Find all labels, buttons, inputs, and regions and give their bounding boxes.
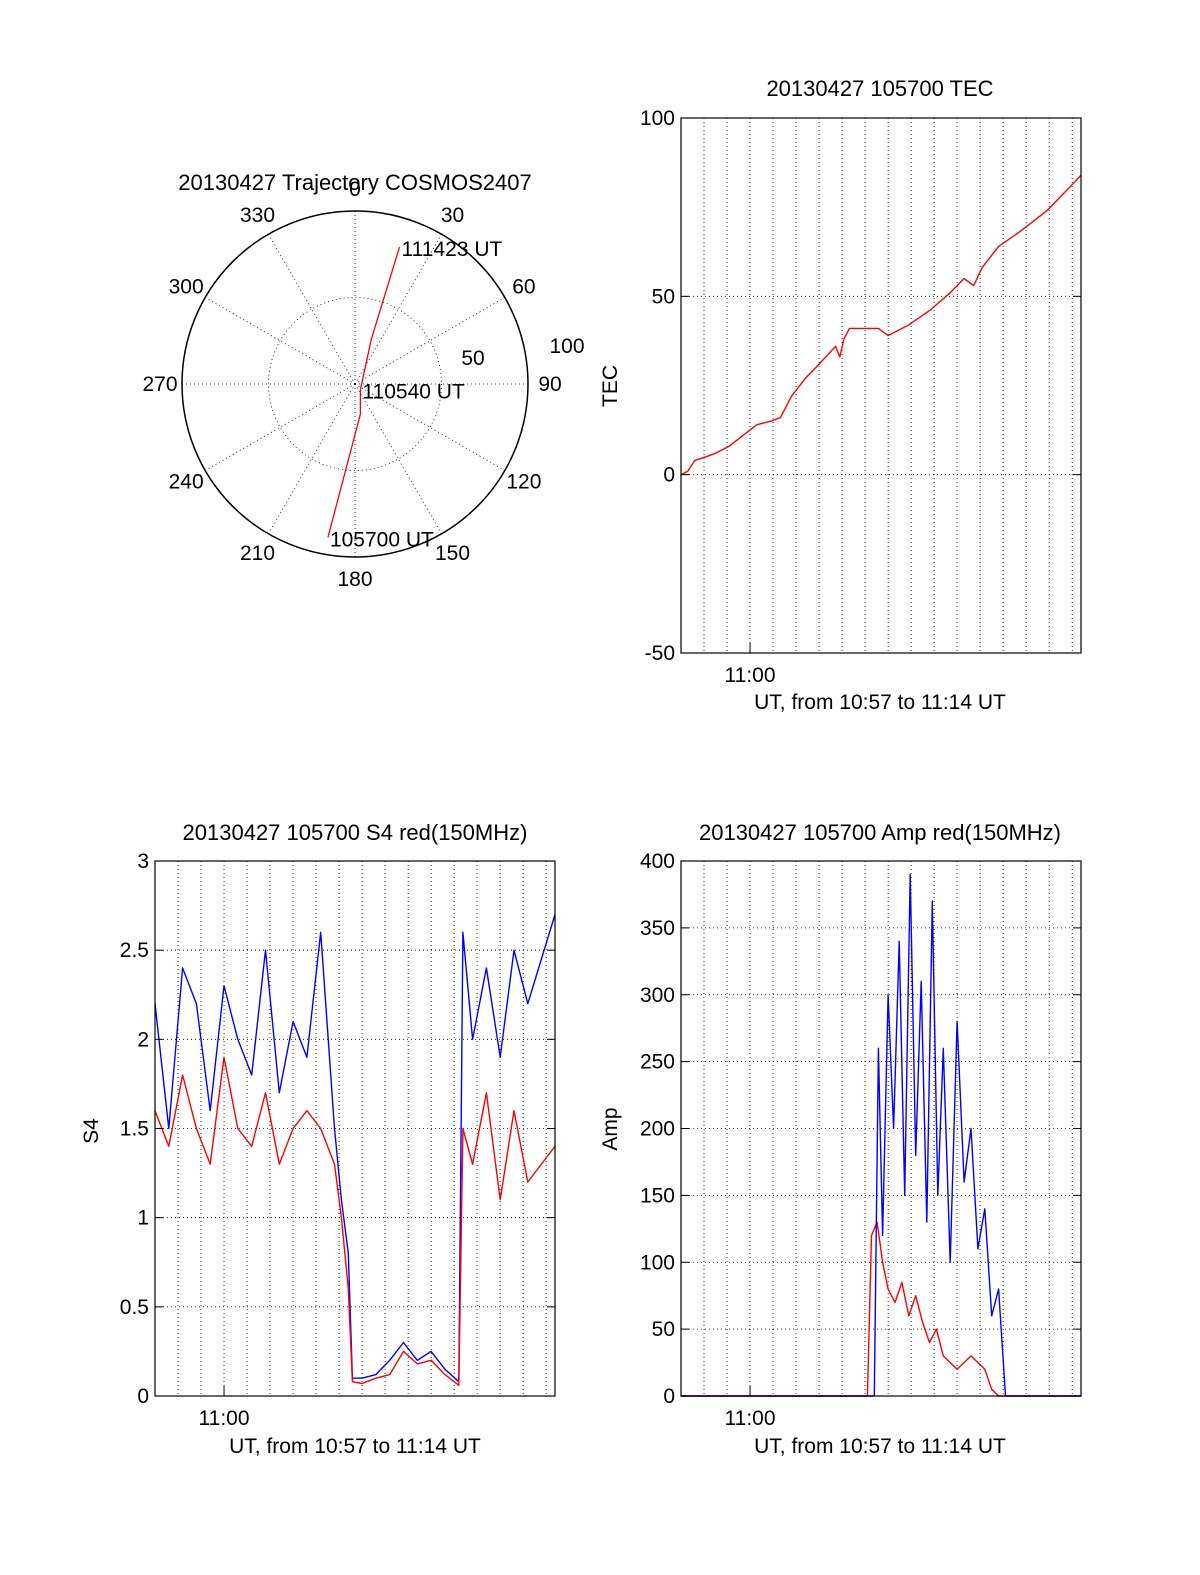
trajectory-point-labels: 105700 UT 110540 UT 111423 UT xyxy=(330,238,503,551)
x-tick-label: 11:00 xyxy=(725,664,776,687)
y-tick-label: 350 xyxy=(640,917,675,940)
polar-spoke xyxy=(354,383,506,471)
tec-plot-frame xyxy=(680,117,1082,654)
s4-grid xyxy=(155,861,555,1396)
trajectory-time-label: 110540 UT xyxy=(362,380,465,403)
y-tick-label: 300 xyxy=(640,984,675,1007)
polar-angle-tick: 180 xyxy=(337,568,372,591)
red-series-line xyxy=(154,1056,556,1387)
polar-radius-label-100: 100 xyxy=(549,335,584,358)
tec-y-axis-label: TEC xyxy=(599,365,622,407)
tec-title: 20130427 105700 TEC xyxy=(766,76,993,101)
polar-spoke xyxy=(204,297,356,385)
s4-title: 20130427 105700 S4 red(150MHz) xyxy=(183,820,528,845)
polar-radius-label-50: 50 xyxy=(461,347,484,370)
polar-spoke xyxy=(354,383,442,535)
polar-grid xyxy=(181,210,529,558)
amp-y-ticks: 400 350 300 250 200 150 100 50 0 xyxy=(640,850,1081,1408)
y-tick-label: 200 xyxy=(640,1118,675,1141)
y-tick-label: 50 xyxy=(652,285,675,308)
trajectory-title: 20130427 Trajectory COSMOS2407 xyxy=(178,170,531,195)
blue-series-line xyxy=(681,873,1081,1397)
x-tick-label: 11:00 xyxy=(199,1407,250,1430)
polar-angle-tick: 330 xyxy=(240,204,275,227)
y-tick-label: -50 xyxy=(645,642,675,665)
y-tick-label: 0 xyxy=(137,1385,149,1408)
x-tick-label: 11:00 xyxy=(725,1407,776,1430)
y-tick-label: 0 xyxy=(663,1385,675,1408)
trajectory-series xyxy=(327,246,401,538)
tec-series xyxy=(680,174,1082,476)
red-series-line xyxy=(680,174,1082,476)
y-tick-label: 100 xyxy=(640,1251,675,1274)
y-tick-label: 250 xyxy=(640,1051,675,1074)
polar-spoke xyxy=(268,383,356,535)
polar-angle-tick: 300 xyxy=(169,276,204,299)
amp-y-axis-label: Amp xyxy=(599,1107,622,1150)
tec-grid xyxy=(681,118,1081,653)
tec-x-axis-label: UT, from 10:57 to 11:14 UT xyxy=(754,691,1006,714)
s4-panel: 20130427 105700 S4 red(150MHz) 3 2.5 2 1.5 1… xyxy=(80,820,556,1458)
polar-outer-ring xyxy=(181,210,529,558)
amp-x-axis-label: UT, from 10:57 to 11:14 UT xyxy=(754,1435,1006,1458)
y-tick-label: 0 xyxy=(663,464,675,487)
polar-angle-tick: 210 xyxy=(240,542,275,565)
y-tick-label: 1.5 xyxy=(120,1118,149,1141)
polar-spoke xyxy=(268,233,356,385)
red-series-line xyxy=(681,1221,1081,1397)
s4-x-ticks: 11:00 xyxy=(199,1386,250,1430)
polar-angle-tick: 60 xyxy=(512,276,535,299)
trajectory-time-label: 105700 UT xyxy=(330,528,434,551)
amp-grid xyxy=(681,861,1081,1396)
polar-angle-tick: 240 xyxy=(169,471,204,494)
amp-title: 20130427 105700 Amp red(150MHz) xyxy=(699,820,1061,845)
polar-angle-labels: 0 30 60 90 120 150 180 210 240 270 300 330 xyxy=(142,178,561,591)
y-tick-label: 400 xyxy=(640,850,675,873)
polar-angle-tick: 270 xyxy=(142,373,177,396)
polar-angle-tick: 0 xyxy=(349,178,361,201)
s4-x-axis-label: UT, from 10:57 to 11:14 UT xyxy=(229,1435,481,1458)
trajectory-time-label: 111423 UT xyxy=(402,238,503,261)
trajectory-panel: 20130427 Trajectory COSMOS2407 0 30 60 90 12… xyxy=(142,170,584,591)
polar-spoke xyxy=(354,233,442,385)
y-tick-label: 150 xyxy=(640,1184,675,1207)
amp-x-ticks: 11:00 xyxy=(725,1386,776,1430)
trajectory-line xyxy=(327,246,401,538)
polar-angle-tick: 120 xyxy=(506,471,541,494)
s4-series xyxy=(154,914,556,1387)
polar-angle-tick: 30 xyxy=(441,204,464,227)
y-tick-label: 0.5 xyxy=(120,1296,149,1319)
polar-spoke xyxy=(354,297,506,385)
y-tick-label: 2.5 xyxy=(120,939,149,962)
blue-series-line xyxy=(154,914,556,1383)
y-tick-label: 50 xyxy=(652,1318,675,1341)
y-tick-label: 2 xyxy=(137,1028,149,1051)
y-tick-label: 1 xyxy=(137,1207,149,1230)
amp-panel: 20130427 105700 Amp red(150MHz) 400 350 30… xyxy=(599,820,1082,1458)
polar-ring-50 xyxy=(268,297,442,471)
y-tick-label: 100 xyxy=(640,107,675,130)
polar-angle-tick: 150 xyxy=(435,542,470,565)
s4-y-ticks: 3 2.5 2 1.5 1 0.5 0 xyxy=(120,850,555,1408)
amp-series xyxy=(681,873,1081,1397)
s4-y-axis-label: S4 xyxy=(80,1118,103,1144)
y-tick-label: 3 xyxy=(137,850,149,873)
tec-y-ticks: 100 50 0 -50 xyxy=(640,107,1081,665)
polar-angle-tick: 90 xyxy=(538,373,561,396)
polar-spoke xyxy=(204,383,356,471)
tec-x-ticks: 11:00 xyxy=(725,643,776,687)
